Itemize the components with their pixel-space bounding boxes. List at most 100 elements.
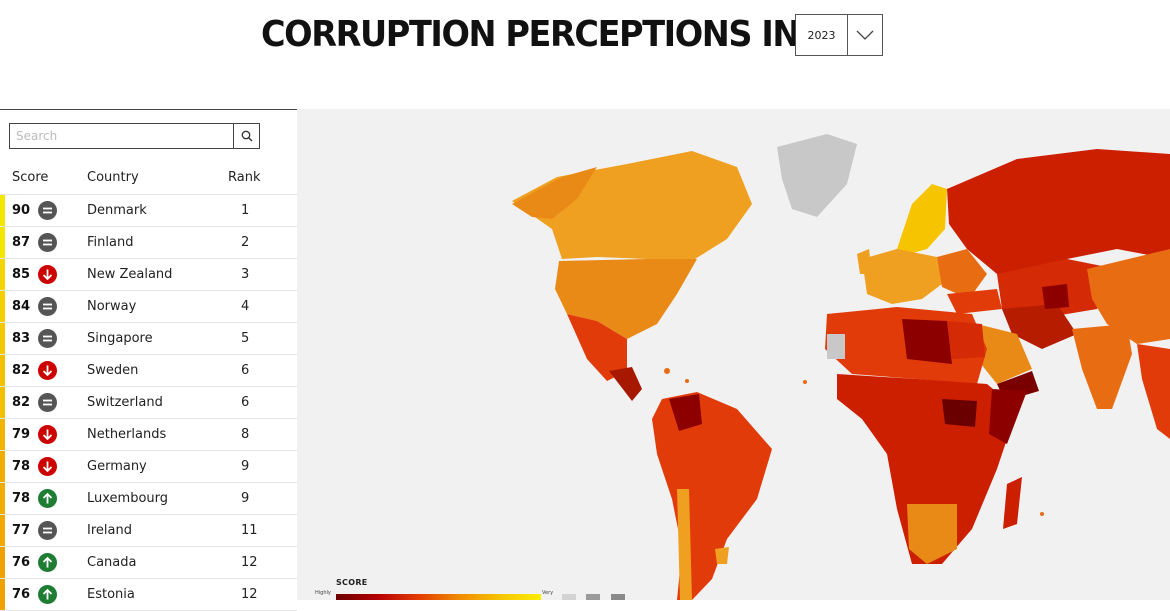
row-rank: 2 [241, 235, 250, 250]
table-row[interactable]: 79 Netherlands 8 [0, 419, 297, 451]
score-color-bar [0, 451, 5, 482]
score-color-bar [0, 323, 5, 354]
world-map[interactable] [297, 109, 1170, 600]
map-region-scandinavia [897, 184, 947, 254]
row-country: Germany [87, 459, 147, 474]
table-row[interactable]: 90 Denmark 1 [0, 195, 297, 227]
row-rank: 11 [241, 523, 258, 538]
legend-no-data-swatch [562, 594, 576, 600]
row-country: Singapore [87, 331, 153, 346]
map-region-central-america [609, 367, 642, 401]
map-region-mexico [567, 314, 627, 381]
row-rank: 9 [241, 459, 250, 474]
row-country: Canada [87, 555, 137, 570]
score-legend: SCORE Highly Very [315, 578, 635, 600]
arrow-down-icon [38, 425, 57, 444]
row-country: Sweden [87, 363, 139, 378]
search-icon[interactable] [233, 124, 259, 148]
map-region-uk [857, 249, 872, 274]
legend-low-label: Highly [315, 590, 331, 596]
legend-swatch-2 [586, 594, 600, 600]
row-country: Finland [87, 235, 134, 250]
table-row[interactable]: 76 Canada 12 [0, 547, 297, 579]
legend-swatch-3 [611, 594, 625, 600]
score-color-bar [0, 387, 5, 418]
legend-title: SCORE [336, 578, 368, 587]
score-color-bar [0, 195, 5, 226]
row-rank: 9 [241, 491, 250, 506]
table-row[interactable]: 82 Switzerland 6 [0, 387, 297, 419]
row-score: 76 [12, 587, 31, 602]
row-rank: 3 [241, 267, 250, 282]
map-region-venezuela [669, 394, 702, 431]
arrow-up-icon [38, 489, 57, 508]
table-row[interactable]: 87 Finland 2 [0, 227, 297, 259]
map-region-caribbean-2 [685, 379, 689, 383]
row-country: Netherlands [87, 427, 167, 442]
country-column-header[interactable]: Country [87, 170, 139, 185]
map-region-usa [555, 259, 697, 339]
map-region-western-sahara [827, 334, 845, 359]
score-color-bar [0, 355, 5, 386]
row-score: 84 [12, 299, 31, 314]
row-country: Switzerland [87, 395, 163, 410]
score-color-bar [0, 483, 5, 514]
map-region-atlantic-island [803, 380, 807, 384]
map-region-iran [1002, 304, 1077, 349]
row-score: 82 [12, 363, 31, 378]
table-row[interactable]: 83 Singapore 5 [0, 323, 297, 355]
row-country: Denmark [87, 203, 147, 218]
map-region-egypt [947, 321, 985, 359]
map-region-russia [947, 149, 1170, 279]
equal-icon [38, 521, 57, 540]
row-country: Ireland [87, 523, 132, 538]
legend-high-label: Very [542, 590, 554, 596]
ranking-list: 90 Denmark 1 87 Finland 2 85 New Zealand 3 84 Norw… [0, 195, 297, 611]
row-score: 87 [12, 235, 31, 250]
map-region-libya [902, 319, 952, 364]
table-row[interactable]: 85 New Zealand 3 [0, 259, 297, 291]
map-region-saudi-arabia [977, 324, 1032, 384]
search-input[interactable] [10, 124, 233, 148]
row-country: Norway [87, 299, 137, 314]
table-row[interactable]: 78 Luxembourg 9 [0, 483, 297, 515]
arrow-down-icon [38, 457, 57, 476]
rank-column-header[interactable]: Rank [228, 170, 261, 185]
map-region-uruguay [715, 547, 729, 564]
row-country: Luxembourg [87, 491, 169, 506]
ranking-panel: Score Country Rank 90Denmark187Finland28… [0, 109, 297, 611]
row-score: 90 [12, 203, 31, 218]
score-column-header[interactable]: Score [12, 170, 49, 185]
map-region-alaska [512, 167, 597, 219]
table-row[interactable]: 76 Estonia 12 [0, 579, 297, 611]
table-row[interactable]: 78 Germany 9 [0, 451, 297, 483]
row-score: 85 [12, 267, 31, 282]
arrow-up-icon [38, 585, 57, 604]
equal-icon [38, 393, 57, 412]
table-row[interactable]: 82 Sweden 6 [0, 355, 297, 387]
table-row[interactable]: 84 Norway 4 [0, 291, 297, 323]
map-region-turkey [947, 289, 1002, 314]
score-color-bar [0, 227, 5, 258]
map-region-greenland [777, 134, 857, 217]
chevron-down-icon[interactable] [847, 15, 882, 55]
row-country: Estonia [87, 587, 135, 602]
row-score: 78 [12, 491, 31, 506]
arrow-down-icon [38, 265, 57, 284]
score-color-bar [0, 291, 5, 322]
year-dropdown[interactable]: 2023 [795, 14, 883, 56]
row-rank: 8 [241, 427, 250, 442]
row-rank: 5 [241, 331, 250, 346]
row-score: 83 [12, 331, 31, 346]
map-region-india [1072, 324, 1132, 409]
table-row[interactable]: 77 Ireland 11 [0, 515, 297, 547]
table-header: Score Country Rank [0, 170, 297, 195]
row-score: 76 [12, 555, 31, 570]
map-region-southeast-asia [1137, 344, 1170, 439]
map-region-chile [677, 489, 692, 600]
score-color-bar [0, 579, 5, 610]
score-color-bar [0, 547, 5, 578]
row-rank: 12 [241, 555, 258, 570]
equal-icon [38, 233, 57, 252]
row-score: 77 [12, 523, 31, 538]
